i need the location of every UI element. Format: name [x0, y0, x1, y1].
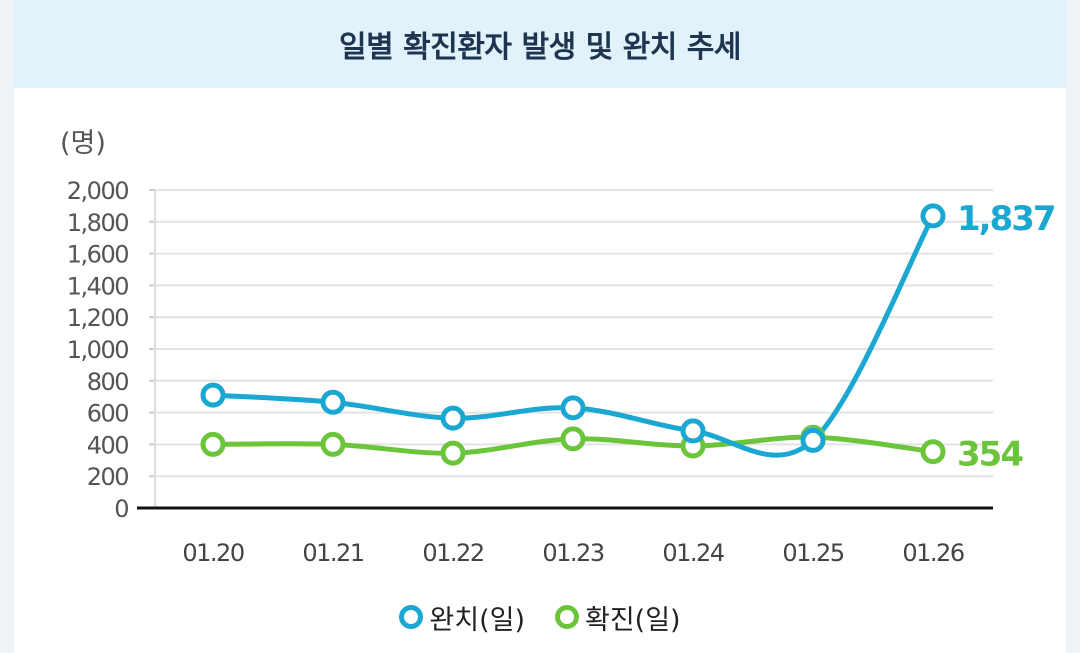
legend-marker-confirmed [555, 605, 579, 629]
y-tick-label: 1,200 [67, 304, 128, 332]
y-unit-label: (명) [60, 128, 106, 159]
y-tick-label: 2,000 [67, 177, 128, 205]
recovered-end-label: 1,837 [957, 199, 1055, 239]
x-tick-label: 01.25 [782, 539, 843, 567]
recovered-data-point[interactable] [800, 427, 826, 453]
recovered-data-point[interactable] [440, 405, 466, 431]
y-tick-label: 800 [87, 368, 129, 396]
recovered-data-point[interactable] [200, 382, 226, 408]
x-tick-label: 01.26 [902, 539, 963, 567]
x-tick-label: 01.22 [422, 539, 483, 567]
x-tick-label: 01.23 [542, 539, 603, 567]
legend-label-recovered: 완치(일) [429, 604, 525, 636]
legend-marker-recovered [399, 605, 424, 629]
confirmed-data-point[interactable] [560, 426, 586, 452]
chart-card [14, 0, 1066, 653]
chart-legend: 완치(일) 확진(일) [0, 593, 1080, 641]
y-tick-label: 0 [114, 495, 128, 523]
confirmed-data-point[interactable] [200, 431, 226, 457]
y-tick-label: 200 [87, 463, 129, 491]
y-tick-label: 1,400 [67, 272, 128, 300]
chart-header: 일별 확진환자 발생 및 완치 추세 [14, 0, 1066, 88]
confirmed-end-label: 354 [957, 435, 1023, 475]
recovered-data-point[interactable] [320, 389, 346, 415]
recovered-data-point[interactable] [920, 203, 946, 229]
x-tick-label: 01.20 [182, 539, 243, 567]
legend-item-recovered[interactable]: 완치(일) [399, 598, 525, 637]
y-tick-label: 1,000 [67, 336, 128, 364]
confirmed-data-point[interactable] [920, 439, 946, 465]
x-tick-label: 01.24 [662, 539, 723, 567]
x-tick-label: 01.21 [302, 539, 363, 567]
y-tick-label: 1,600 [67, 241, 128, 269]
y-tick-label: 1,800 [67, 209, 128, 237]
chart-title: 일별 확진환자 발생 및 완치 추세 [338, 30, 742, 65]
legend-item-confirmed[interactable]: 확진(일) [555, 598, 681, 637]
line-chart: (명) 0 200 400 600 800 1,000 1,200 1,400 1,600 1,80… [60, 128, 1057, 567]
confirmed-data-point[interactable] [320, 431, 346, 457]
confirmed-data-point[interactable] [440, 440, 466, 466]
recovered-data-point[interactable] [560, 395, 586, 421]
y-tick-label: 600 [87, 400, 129, 428]
recovered-data-point[interactable] [680, 418, 706, 444]
legend-label-confirmed: 확진(일) [585, 604, 681, 636]
y-tick-label: 400 [87, 431, 129, 459]
